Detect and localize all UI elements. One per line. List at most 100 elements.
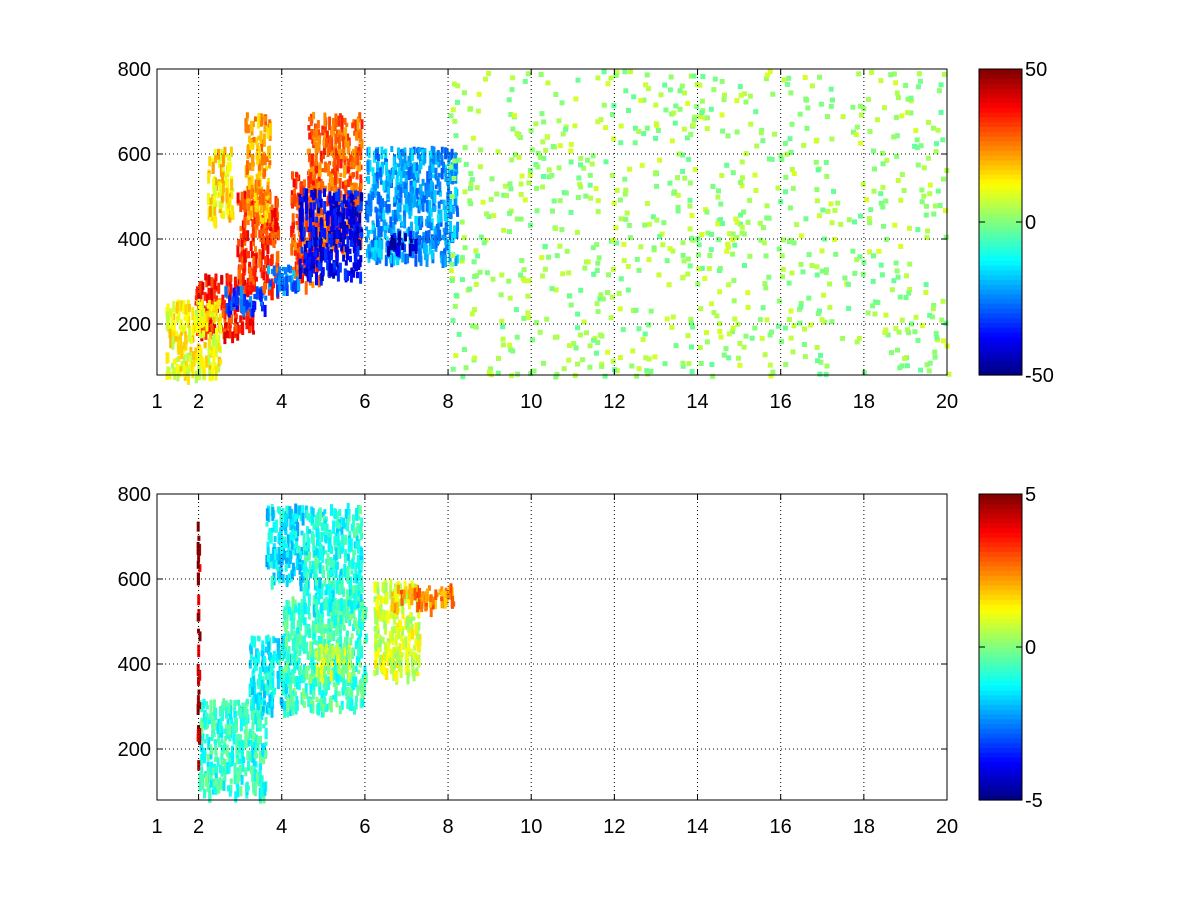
heatmap-cell-8 bbox=[342, 254, 346, 262]
heatmap-cell-13 bbox=[891, 71, 897, 77]
heatmap-cell-11 bbox=[191, 334, 195, 343]
heatmap-cell-12 bbox=[220, 196, 224, 204]
heatmap-cell-9 bbox=[404, 175, 408, 183]
heatmap-cell-7 bbox=[278, 285, 282, 292]
heatmap-cell-3 bbox=[292, 566, 296, 577]
heatmap-cell-9 bbox=[455, 227, 459, 239]
heatmap-cell-2 bbox=[254, 658, 258, 665]
heatmap-cell-4 bbox=[343, 679, 347, 691]
heatmap-cell-4 bbox=[321, 612, 325, 617]
heatmap-cell-8 bbox=[315, 216, 319, 223]
heatmap-cell-13 bbox=[923, 282, 929, 288]
heatmap-cell-9 bbox=[423, 195, 427, 203]
heatmap-cell-9 bbox=[456, 254, 460, 264]
heatmap-cell-8 bbox=[313, 189, 317, 199]
heatmap-cell-13 bbox=[461, 90, 467, 96]
heatmap-cell-4 bbox=[329, 698, 333, 713]
heatmap-cell-5 bbox=[324, 516, 328, 522]
heatmap-cell-9 bbox=[379, 180, 383, 185]
heatmap-cell-8 bbox=[315, 198, 319, 204]
heatmap-cell-13 bbox=[657, 234, 663, 240]
heatmap-cell-13 bbox=[754, 143, 760, 149]
heatmap-cell-13 bbox=[510, 126, 516, 132]
heatmap-cell-13 bbox=[723, 346, 729, 352]
heatmap-cell-1 bbox=[262, 790, 266, 804]
heatmap-cell-11 bbox=[173, 367, 177, 380]
heatmap-cell-9 bbox=[406, 195, 410, 204]
heatmap-cell-13 bbox=[801, 342, 807, 347]
heatmap-cell-9 bbox=[428, 173, 432, 186]
heatmap-cell-1 bbox=[216, 723, 220, 734]
heatmap-cell-9 bbox=[423, 148, 427, 156]
heatmap-cell-2 bbox=[267, 703, 271, 715]
colorbar-swatch bbox=[979, 107, 1022, 113]
heatmap-cell-8 bbox=[309, 263, 313, 270]
heatmap-cell-5 bbox=[355, 534, 359, 542]
heatmap-cell-13 bbox=[697, 114, 703, 120]
heatmap-cell-13 bbox=[759, 335, 765, 341]
heatmap-cell-5 bbox=[297, 200, 301, 212]
heatmap-cell-9 bbox=[401, 150, 405, 157]
heatmap-cell-13 bbox=[621, 241, 627, 247]
heatmap-cell-8 bbox=[332, 272, 336, 279]
heatmap-cell-13 bbox=[687, 226, 693, 232]
heatmap-cell-3 bbox=[257, 115, 261, 129]
heatmap-cell-1 bbox=[225, 744, 229, 757]
heatmap-cell-9 bbox=[387, 204, 391, 213]
heatmap-cell-2 bbox=[270, 701, 274, 707]
heatmap-cell-13 bbox=[628, 69, 633, 75]
heatmap-cell-11 bbox=[217, 317, 221, 332]
heatmap-cell-13 bbox=[543, 147, 549, 153]
heatmap-cell-13 bbox=[500, 336, 506, 342]
heatmap-cell-13 bbox=[856, 71, 862, 77]
heatmap-cell-13 bbox=[926, 119, 931, 125]
heatmap-cell-2 bbox=[258, 695, 262, 704]
heatmap-cell-5 bbox=[312, 595, 316, 601]
heatmap-cell-13 bbox=[919, 199, 925, 205]
heatmap-cell-4 bbox=[358, 618, 362, 626]
heatmap-cell-13 bbox=[823, 270, 829, 276]
heatmap-cell-4 bbox=[294, 635, 298, 647]
heatmap-cell-13 bbox=[689, 235, 694, 241]
heatmap-cell-13 bbox=[828, 201, 834, 207]
heatmap-cell-5 bbox=[334, 509, 337, 520]
heatmap-cell-3 bbox=[259, 204, 263, 213]
heatmap-cell-1 bbox=[225, 725, 229, 739]
heatmap-cell-13 bbox=[935, 127, 941, 133]
heatmap-cell-9 bbox=[448, 231, 452, 238]
heatmap-cell-9 bbox=[424, 191, 428, 199]
heatmap-cell-13 bbox=[898, 197, 904, 203]
heatmap-cell-5 bbox=[346, 503, 350, 515]
heatmap-cell-13 bbox=[496, 356, 501, 361]
heatmap-cell-13 bbox=[865, 96, 871, 102]
heatmap-cell-4 bbox=[322, 129, 326, 134]
heatmap-cell-9 bbox=[446, 192, 450, 198]
colorbar-swatch bbox=[979, 135, 1022, 142]
heatmap-cell-13 bbox=[610, 294, 616, 300]
heatmap-cell-13 bbox=[518, 272, 523, 278]
heatmap-cell-9 bbox=[441, 253, 445, 259]
heatmap-cell-13 bbox=[553, 374, 559, 380]
heatmap-cell-13 bbox=[915, 227, 921, 233]
heatmap-cell-13 bbox=[816, 213, 822, 219]
heatmap-cell-13 bbox=[608, 75, 614, 81]
heatmap-cell-3 bbox=[282, 536, 286, 541]
heatmap-cell-13 bbox=[578, 155, 584, 161]
heatmap-cell-1 bbox=[201, 773, 205, 779]
heatmap-cell-5 bbox=[321, 601, 325, 610]
heatmap-cell-2 bbox=[249, 677, 253, 688]
heatmap-cell-5 bbox=[351, 588, 355, 598]
heatmap-cell-4 bbox=[346, 687, 350, 698]
heatmap-cell-2 bbox=[239, 233, 243, 240]
heatmap-cell-9 bbox=[408, 210, 412, 219]
heatmap-cell-4 bbox=[352, 148, 355, 163]
heatmap-cell-13 bbox=[455, 99, 460, 105]
colorbar-swatch bbox=[979, 97, 1022, 104]
heatmap-cell-4 bbox=[346, 703, 350, 710]
heatmap-cell-13 bbox=[448, 113, 454, 119]
heatmap-cell-9 bbox=[412, 146, 416, 155]
heatmap-cell-1 bbox=[207, 274, 211, 286]
heatmap-cell-3 bbox=[282, 543, 285, 550]
heatmap-cell-4 bbox=[342, 145, 346, 153]
heatmap-cell-13 bbox=[677, 106, 683, 112]
